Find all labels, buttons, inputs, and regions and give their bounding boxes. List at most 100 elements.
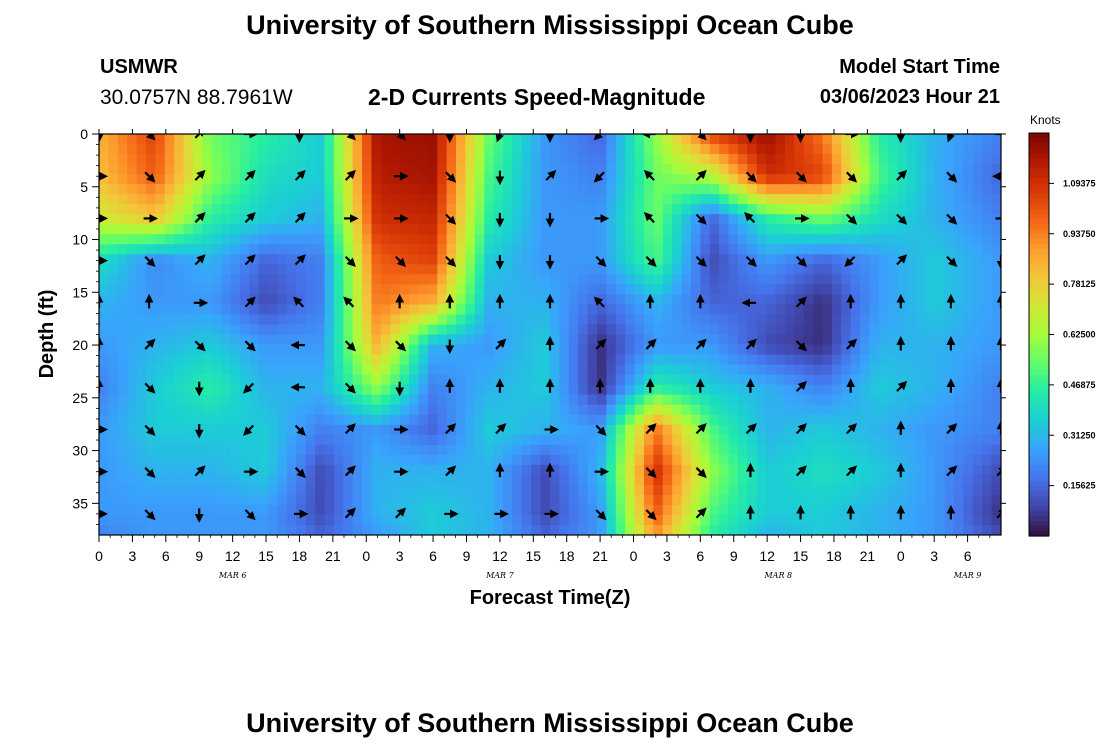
heat-cell xyxy=(625,404,636,416)
heat-cell xyxy=(907,344,918,356)
colorbar-segment xyxy=(1029,374,1049,381)
heat-cell xyxy=(512,294,523,306)
heat-cell xyxy=(587,394,598,406)
heat-cell xyxy=(709,494,720,506)
heat-cell xyxy=(963,244,974,255)
heat-cell xyxy=(352,354,363,366)
heat-cell xyxy=(700,524,711,535)
heat-cell xyxy=(258,524,269,535)
heat-cell xyxy=(841,264,852,275)
heat-cell xyxy=(437,414,448,426)
heat-cell xyxy=(371,414,382,426)
heat-cell xyxy=(286,394,297,406)
heat-cell xyxy=(935,404,946,416)
heat-cell xyxy=(202,484,213,496)
heat-cell xyxy=(766,344,777,356)
heat-cell xyxy=(352,174,363,185)
heat-cell xyxy=(390,204,401,215)
heat-cell xyxy=(418,434,429,446)
heat-cell xyxy=(531,414,542,426)
heat-cell xyxy=(681,404,692,416)
heat-cell xyxy=(756,224,767,235)
heat-cell xyxy=(390,324,401,336)
heat-cell xyxy=(719,484,730,496)
heat-cell xyxy=(484,144,495,155)
heat-cell xyxy=(925,154,936,165)
heat-cell xyxy=(869,294,880,306)
heat-cell xyxy=(456,234,467,245)
heat-cell xyxy=(99,524,109,535)
heat-cell xyxy=(117,344,128,356)
heat-cell xyxy=(737,284,748,296)
heat-cell xyxy=(643,404,654,416)
heat-cell xyxy=(277,174,288,185)
heat-cell xyxy=(747,414,758,426)
heat-cell xyxy=(653,134,664,145)
heat-cell xyxy=(474,224,485,235)
heat-cell xyxy=(550,494,560,506)
heat-cell xyxy=(766,224,777,235)
heat-cell xyxy=(315,144,326,155)
heat-cell xyxy=(700,474,711,486)
heat-cell xyxy=(343,324,354,336)
heat-cell xyxy=(399,354,410,366)
date-label: MAR 9 xyxy=(953,571,982,580)
heat-cell xyxy=(813,164,824,175)
heat-cell xyxy=(380,234,391,245)
heat-cell xyxy=(268,354,279,366)
current-vector-arrow xyxy=(344,423,356,435)
heat-cell xyxy=(315,314,326,326)
heat-cell xyxy=(371,314,382,326)
heat-cell xyxy=(211,274,222,285)
heat-cell xyxy=(521,444,532,456)
heat-cell xyxy=(747,354,758,366)
heat-cell xyxy=(202,504,213,516)
heat-cell xyxy=(371,194,382,205)
heat-cell xyxy=(99,434,109,446)
heat-cell xyxy=(559,334,570,346)
heat-cell xyxy=(446,204,457,215)
heat-cell xyxy=(916,294,927,306)
heat-cell xyxy=(211,284,222,296)
heat-cell xyxy=(371,354,382,366)
heat-cell xyxy=(512,464,523,476)
heat-cell xyxy=(587,214,598,225)
heat-cell xyxy=(568,284,579,296)
heat-cell xyxy=(352,344,363,356)
heat-cell xyxy=(831,304,842,316)
heat-cell xyxy=(653,504,664,516)
heat-cell xyxy=(418,214,429,225)
heat-cell xyxy=(352,314,363,326)
heat-cell xyxy=(183,434,194,446)
heat-cell xyxy=(860,364,871,376)
heat-cell xyxy=(991,254,1001,265)
heat-cell xyxy=(559,394,570,406)
heat-cell xyxy=(672,434,683,446)
heat-cell xyxy=(456,304,467,316)
heat-cell xyxy=(615,224,626,235)
heat-cell xyxy=(371,524,382,535)
heat-cell xyxy=(127,354,138,366)
heat-cell xyxy=(813,394,824,406)
heat-cell xyxy=(850,484,861,496)
heat-cell xyxy=(954,504,965,516)
heat-cell xyxy=(775,204,786,215)
heat-cell xyxy=(305,224,316,235)
heat-cell xyxy=(982,414,993,426)
heat-cell xyxy=(831,364,842,376)
heat-cell xyxy=(888,304,899,316)
heat-cell xyxy=(578,294,589,306)
heat-cell xyxy=(333,164,344,175)
heat-cell xyxy=(362,234,373,245)
heat-cell xyxy=(625,284,636,296)
heat-cell xyxy=(117,144,128,155)
heat-cell xyxy=(183,384,194,396)
heat-cell xyxy=(615,394,626,406)
heat-cell xyxy=(136,284,147,296)
heat-cell xyxy=(719,304,730,316)
heat-cell xyxy=(737,224,748,235)
heat-cell xyxy=(747,374,758,386)
colorbar-segment xyxy=(1029,399,1049,406)
x-tick-label: 6 xyxy=(964,548,972,564)
heat-cell xyxy=(221,354,232,366)
